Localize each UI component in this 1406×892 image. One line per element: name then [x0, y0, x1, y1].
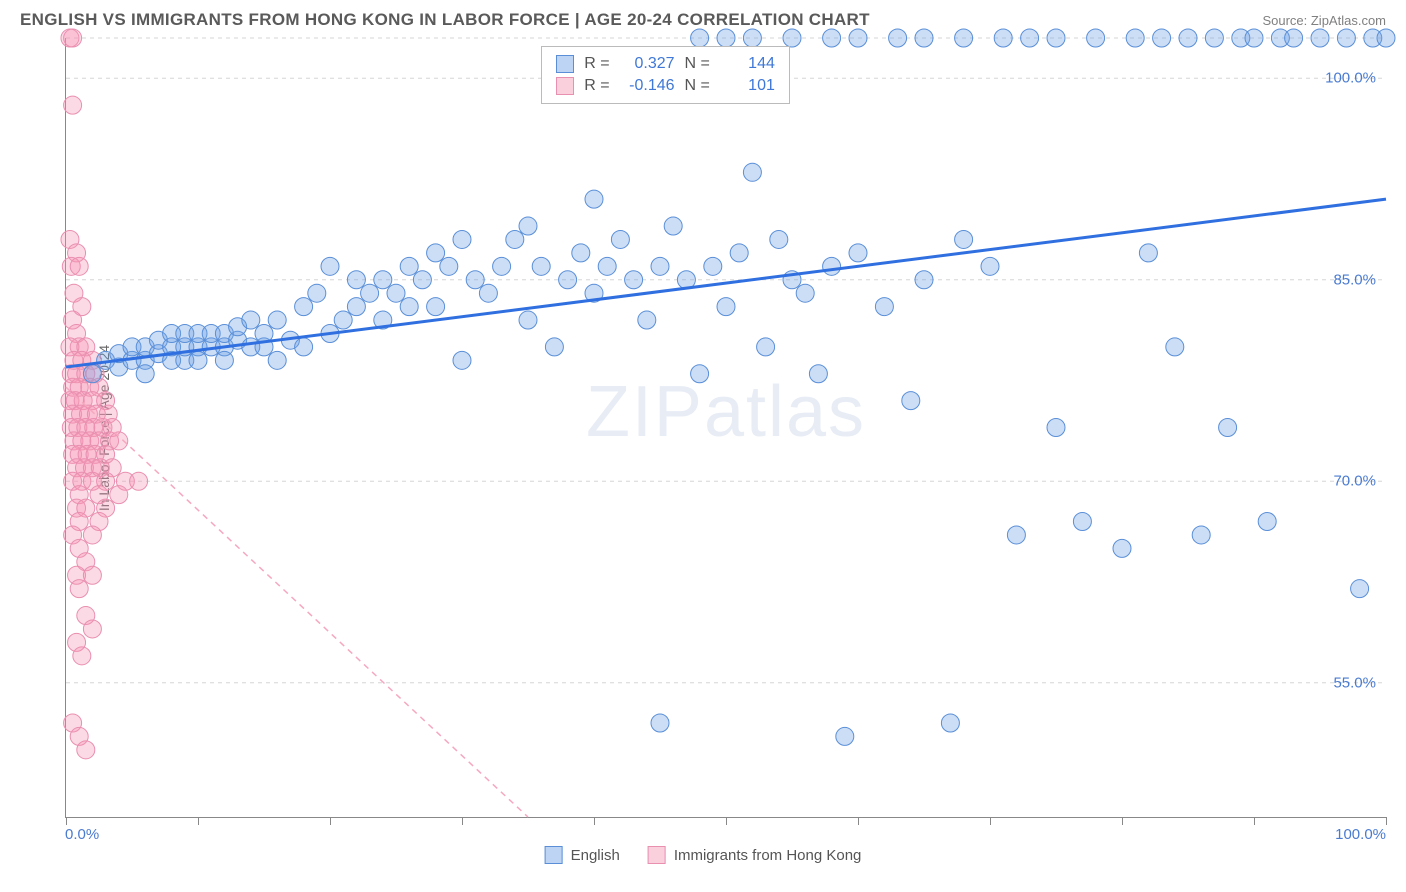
x-tick	[1254, 817, 1255, 825]
hongkong-swatch	[556, 77, 574, 95]
hongkong-r-value: -0.146	[620, 77, 675, 95]
hongkong-legend-swatch	[648, 846, 666, 864]
english-r-value: 0.327	[620, 55, 675, 73]
legend-hongkong-label: Immigrants from Hong Kong	[674, 847, 862, 864]
chart-title: ENGLISH VS IMMIGRANTS FROM HONG KONG IN …	[20, 10, 870, 30]
x-min-label: 0.0%	[65, 826, 99, 843]
n-label: N =	[685, 77, 710, 95]
x-tick	[66, 817, 67, 825]
english-swatch	[556, 55, 574, 73]
x-tick	[858, 817, 859, 825]
y-tick-label: 85.0%	[1333, 271, 1376, 288]
legend-hongkong: Immigrants from Hong Kong	[648, 846, 862, 864]
x-tick	[198, 817, 199, 825]
source-label: Source: ZipAtlas.com	[1262, 13, 1386, 28]
x-tick	[726, 817, 727, 825]
stats-row-hongkong: R = -0.146 N = 101	[556, 75, 775, 97]
legend-english: English	[545, 846, 620, 864]
hongkong-n-value: 101	[720, 77, 775, 95]
x-max-label: 100.0%	[1335, 826, 1386, 843]
english-n-value: 144	[720, 55, 775, 73]
x-tick	[462, 817, 463, 825]
x-tick	[1386, 817, 1387, 825]
y-tick-label: 55.0%	[1333, 674, 1376, 691]
x-tick	[990, 817, 991, 825]
english-legend-swatch	[545, 846, 563, 864]
chart-plot-area: In Labor Force | Age 20-24 ZIPatlas R = …	[65, 38, 1386, 818]
x-tick	[594, 817, 595, 825]
correlation-stats-box: R = 0.327 N = 144 R = -0.146 N = 101	[541, 46, 790, 104]
scatter-svg	[66, 38, 1386, 817]
x-tick	[1122, 817, 1123, 825]
x-axis-labels: 0.0% 100.0%	[65, 826, 1386, 846]
bottom-legend: English Immigrants from Hong Kong	[545, 846, 862, 864]
r-label: R =	[584, 55, 609, 73]
legend-english-label: English	[571, 847, 620, 864]
x-tick	[330, 817, 331, 825]
stats-row-english: R = 0.327 N = 144	[556, 53, 775, 75]
y-tick-label: 100.0%	[1325, 70, 1376, 87]
y-tick-label: 70.0%	[1333, 473, 1376, 490]
n-label: N =	[685, 55, 710, 73]
r-label: R =	[584, 77, 609, 95]
